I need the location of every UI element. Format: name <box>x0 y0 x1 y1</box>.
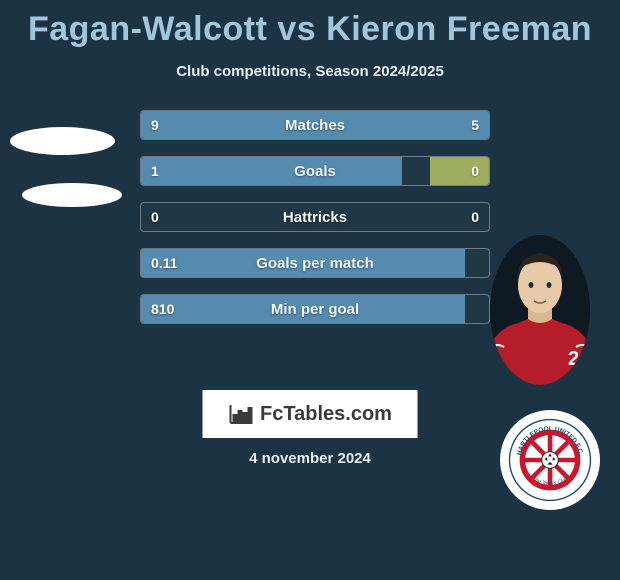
stat-row: 0.11Goals per match <box>140 248 490 278</box>
left-value: 810 <box>151 295 174 323</box>
stat-label: Hattricks <box>141 203 489 231</box>
watermark: FcTables.com <box>203 390 418 438</box>
left-bar <box>141 111 489 139</box>
date-text: 4 november 2024 <box>0 450 620 467</box>
subtitle: Club competitions, Season 2024/2025 <box>0 63 620 80</box>
right-bar <box>430 157 489 185</box>
stat-row: 10Goals <box>140 156 490 186</box>
svg-text:2: 2 <box>568 348 579 370</box>
left-value: 0.11 <box>151 249 177 277</box>
stat-row: 0 0Hattricks <box>140 202 490 232</box>
right-value: 5 <box>471 111 479 139</box>
left-value: 0 <box>151 203 159 231</box>
bars-container: 95Matches10Goals00Hattricks0.11Goals per… <box>140 110 490 340</box>
right-player-photo: 2 <box>490 235 590 385</box>
chart-icon <box>228 403 254 425</box>
left-value: 9 <box>151 111 159 139</box>
right-value: 0 <box>471 157 479 185</box>
left-bar <box>141 157 402 185</box>
left-bar <box>141 295 465 323</box>
stat-row: 810Min per goal <box>140 294 490 324</box>
player-illustration: 2 <box>490 235 590 385</box>
comparison-chart: 95Matches10Goals00Hattricks0.11Goals per… <box>0 110 620 410</box>
placeholder-oval <box>22 183 122 207</box>
left-bar <box>141 249 465 277</box>
right-value: 0 <box>471 203 479 231</box>
left-value: 1 <box>151 157 159 185</box>
page-title: Fagan-Walcott vs Kieron Freeman <box>0 0 620 49</box>
watermark-text: FcTables.com <box>260 403 392 426</box>
placeholder-oval <box>10 127 115 155</box>
stat-row: 95Matches <box>140 110 490 140</box>
